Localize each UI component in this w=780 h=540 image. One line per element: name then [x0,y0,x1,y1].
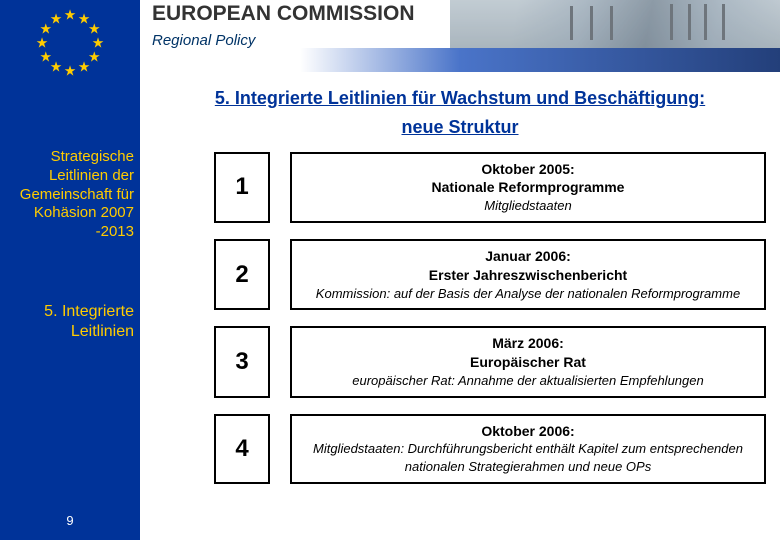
step-box: Januar 2006:Erster Jahreszwischenbericht… [290,239,766,310]
eu-star-icon: ★ [50,10,63,27]
step-sub: europäischer Rat: Annahme der aktualisie… [302,372,754,390]
step-row: 4 Oktober 2006: Mitgliedstaaten: Durchfü… [154,414,766,484]
eu-star-icon: ★ [64,63,77,80]
step-box: Oktober 2005:Nationale Reformprogramme M… [290,152,766,223]
step-number: 2 [214,239,270,310]
header-subtitle: Regional Policy [152,32,255,49]
step-box: Oktober 2006: Mitgliedstaaten: Durchführ… [290,414,766,484]
step-number: 1 [214,152,270,223]
header-accent-band [140,48,780,72]
sidebar-text-strategische: Strategische Leitlinien der Gemeinschaft… [0,148,140,242]
sidebar: ★★★★★★★★★★★★ Strategische Leitlinien der… [0,0,140,540]
step-head: Oktober 2005:Nationale Reformprogramme [302,160,754,198]
main-title-line2: neue Struktur [401,117,518,137]
step-box: März 2006:Europäischer Rat europäischer … [290,326,766,397]
sidebar-text-integrierte: 5. Integrierte Leitlinien [0,302,140,342]
eu-flag: ★★★★★★★★★★★★ [20,8,120,78]
step-head: März 2006:Europäischer Rat [302,334,754,372]
steps-list: 1 Oktober 2005:Nationale Reformprogramme… [154,152,766,484]
main-content: 5. Integrierte Leitlinien für Wachstum u… [140,78,780,540]
eu-star-icon: ★ [64,7,77,24]
eu-star-icon: ★ [78,59,91,76]
header: EUROPEAN COMMISSION Regional Policy [140,0,780,78]
slide-number: 9 [0,513,140,528]
main-title: 5. Integrierte Leitlinien für Wachstum u… [154,84,766,142]
step-sub: Mitgliedstaaten [302,197,754,215]
step-number: 3 [214,326,270,397]
step-row: 2 Januar 2006:Erster Jahreszwischenberic… [154,239,766,310]
header-title: EUROPEAN COMMISSION [152,2,415,26]
step-sub: Kommission: auf der Basis der Analyse de… [302,285,754,303]
step-row: 3 März 2006:Europäischer Rat europäische… [154,326,766,397]
step-sub: Mitgliedstaaten: Durchführungsbericht en… [302,440,754,475]
main-title-line1: 5. Integrierte Leitlinien für Wachstum u… [215,88,705,108]
step-head: Januar 2006:Erster Jahreszwischenbericht [302,247,754,285]
step-row: 1 Oktober 2005:Nationale Reformprogramme… [154,152,766,223]
step-number: 4 [214,414,270,484]
step-head: Oktober 2006: [302,422,754,441]
header-image-ships [450,0,780,50]
